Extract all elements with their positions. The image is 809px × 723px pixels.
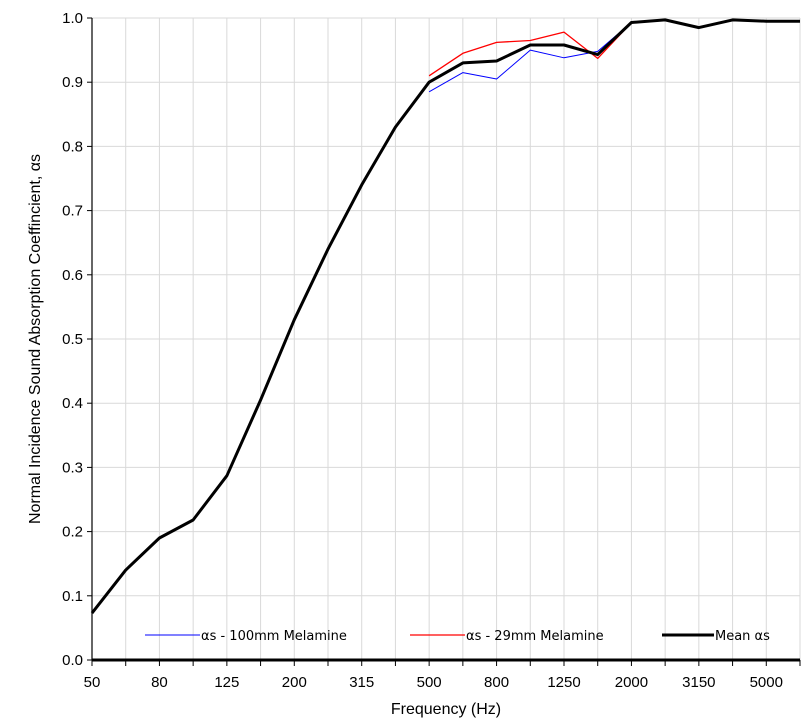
legend-label: Mean αs — [715, 629, 770, 644]
x-tick-label: 5000 — [750, 674, 783, 691]
x-axis-title: Frequency (Hz) — [391, 701, 501, 718]
x-tick-label: 800 — [484, 674, 509, 691]
legend-label: αs - 29mm Melamine — [466, 629, 604, 644]
y-tick-label: 0.5 — [62, 331, 83, 348]
y-tick-label: 0.6 — [62, 267, 83, 284]
y-tick-label: 0.1 — [62, 588, 83, 605]
grid — [91, 17, 801, 661]
series-lines — [90, 18, 800, 615]
x-tick-label: 50 — [84, 674, 101, 691]
x-tick-label: 1250 — [547, 674, 580, 691]
y-tick-label: 0.3 — [62, 459, 83, 476]
x-tick-label: 3150 — [682, 674, 715, 691]
y-tick-label: 0.4 — [62, 395, 83, 412]
legend-label: αs - 100mm Melamine — [201, 629, 347, 644]
y-tick-label: 0.7 — [62, 203, 83, 220]
y-tick-label: 0.8 — [62, 138, 83, 155]
y-tick-label: 0.0 — [62, 652, 83, 669]
x-tick-label: 80 — [151, 674, 168, 691]
legend: αs - 100mm Melamine αs - 29mm Melamine Mea… — [145, 629, 770, 644]
axes — [87, 17, 801, 666]
x-tick-label: 2000 — [615, 674, 648, 691]
series-line-2 — [90, 18, 800, 615]
y-tick-label: 1.0 — [62, 10, 83, 27]
y-axis-title: Normal Incidence Sound Absorption Coeffi… — [27, 154, 44, 524]
tick-labels: 0.0 0.1 0.2 0.3 0.4 0.5 0.6 0.7 0.8 0.9 1.0 50 80 125… — [62, 10, 783, 691]
y-tick-label: 0.9 — [62, 74, 83, 91]
x-tick-label: 500 — [417, 674, 442, 691]
x-tick-label: 200 — [282, 674, 307, 691]
x-tick-label: 125 — [214, 674, 239, 691]
y-tick-label: 0.2 — [62, 524, 83, 541]
x-tick-label: 315 — [349, 674, 374, 691]
